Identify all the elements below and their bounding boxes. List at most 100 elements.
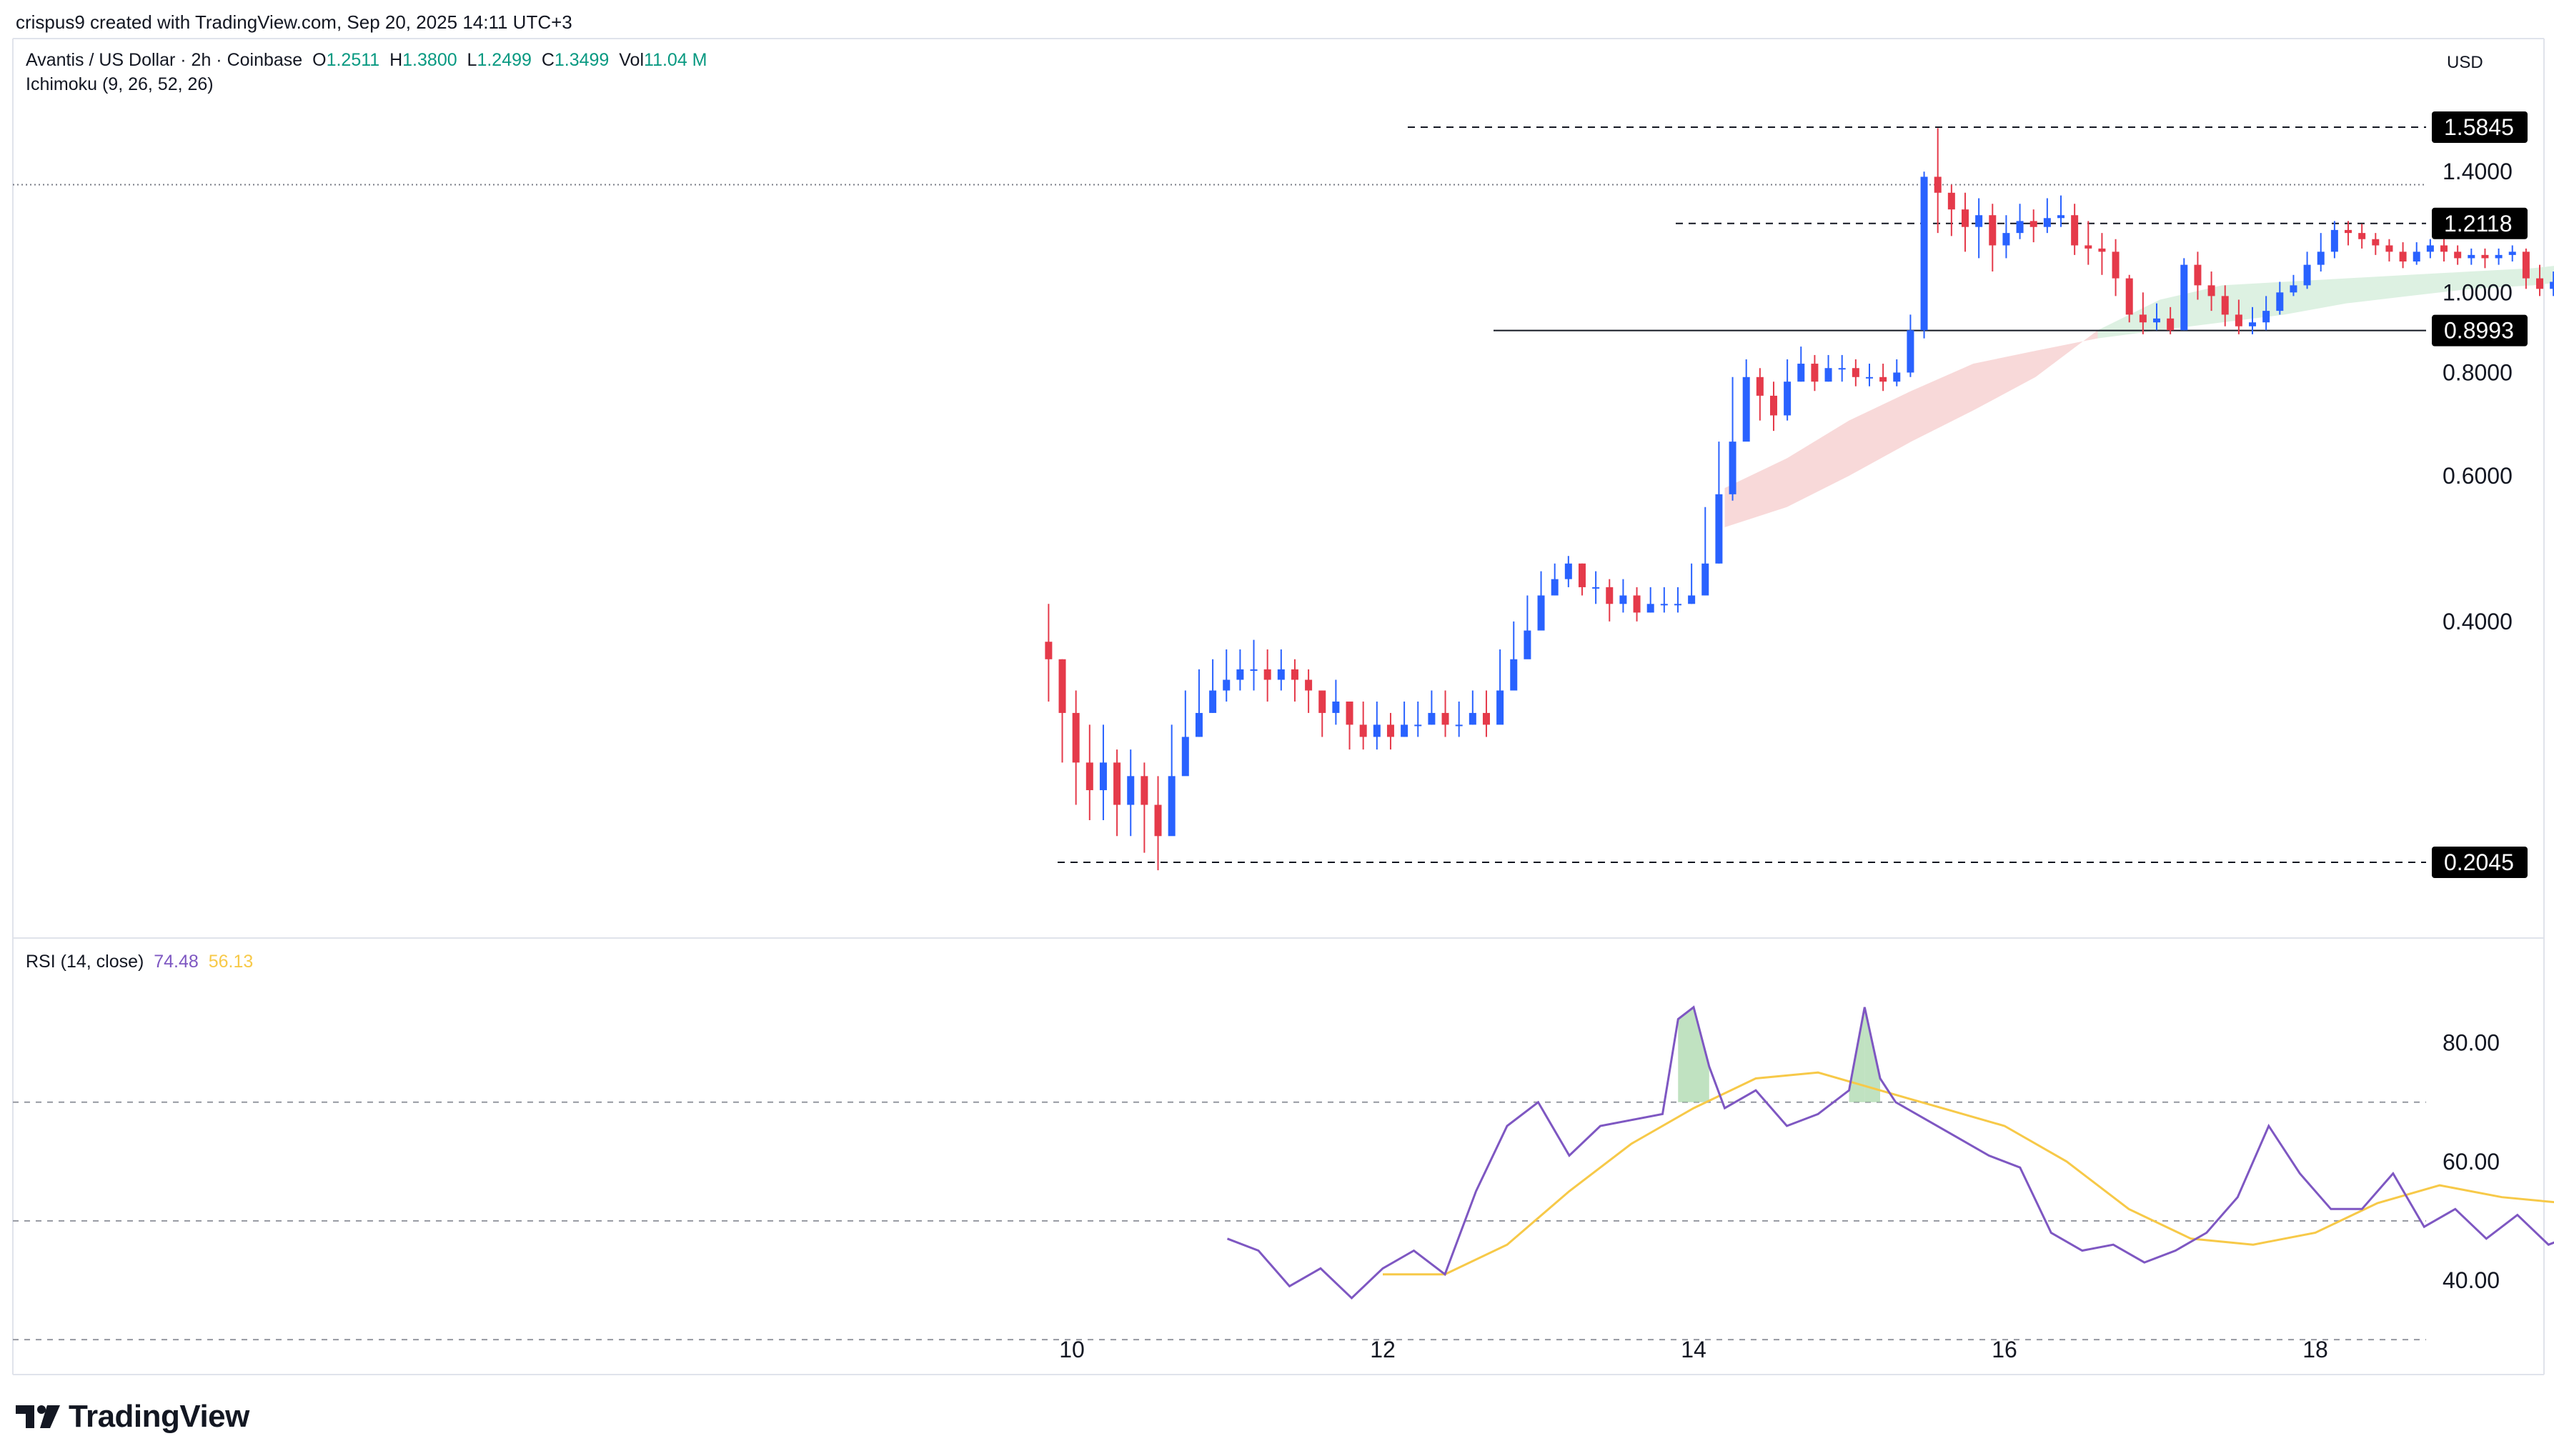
- rsi-legend[interactable]: RSI (14, close) 74.48 56.13: [26, 953, 253, 971]
- candle-body: [1401, 724, 1408, 737]
- candle-body: [1058, 659, 1066, 713]
- volume-label: Vol: [619, 50, 645, 70]
- rsi-overbought-fill: [1864, 1007, 1880, 1102]
- price-tick-label: 0.8000: [2443, 359, 2513, 385]
- price-tick-label: 1.4000: [2443, 159, 2513, 184]
- currency-label[interactable]: USD: [2447, 53, 2483, 72]
- candle-body: [1865, 377, 1873, 379]
- axes: 1.4000 1.0000 0.8000 0.6000 0.4000 1.5845 1.21…: [1059, 111, 2528, 1362]
- candle-body: [2167, 318, 2175, 331]
- candle-body: [2495, 254, 2503, 259]
- candle-body: [1551, 579, 1559, 596]
- candle-body: [1277, 669, 1285, 680]
- candle-body: [1168, 776, 1176, 837]
- candle-body: [1564, 563, 1572, 579]
- candle-body: [1742, 377, 1750, 442]
- candle-body: [2330, 229, 2338, 252]
- price-tick-label: 0.6000: [2443, 463, 2513, 489]
- candle-body: [2399, 251, 2407, 262]
- candle-body: [1414, 724, 1422, 727]
- candle-body: [1346, 701, 1353, 725]
- time-tick-label: 18: [2302, 1337, 2328, 1362]
- candle-body: [1811, 364, 1819, 382]
- rsi-label: RSI (14, close): [26, 952, 144, 972]
- candle-body: [1784, 382, 1792, 416]
- horizontal-levels[interactable]: [13, 126, 2426, 863]
- candle-body: [2262, 311, 2270, 323]
- price-level-badge: [2432, 314, 2528, 346]
- candle-body: [1305, 679, 1313, 691]
- candle-body: [2125, 278, 2133, 315]
- cloud-segment: [1724, 458, 1787, 527]
- price-level-badge-label: 1.2118: [2444, 211, 2513, 236]
- ichimoku-legend[interactable]: Ichimoku (9, 26, 52, 26): [26, 74, 214, 94]
- volume-value: 11.04 M: [644, 50, 707, 70]
- candle-body: [2426, 245, 2434, 252]
- candle-body: [1920, 176, 1928, 331]
- rsi-overbought-fill: [1678, 1007, 1694, 1102]
- candle-body: [2358, 233, 2366, 239]
- candle-body: [1318, 690, 1326, 713]
- candle-body: [1606, 587, 1614, 604]
- candle-body: [1113, 762, 1121, 805]
- candle-body: [1701, 563, 1709, 596]
- cloud-segment: [2408, 271, 2471, 296]
- candle-body: [1947, 192, 1955, 210]
- candle-body: [1510, 659, 1518, 691]
- candle-body: [1907, 330, 1914, 373]
- tradingview-logo[interactable]: TradingView: [16, 1399, 249, 1435]
- high-value: 1.3800: [402, 50, 457, 70]
- cloud-segment: [2470, 268, 2533, 289]
- candle-body: [1263, 669, 1271, 680]
- candle-body: [2249, 322, 2257, 326]
- rsi-value: 74.48: [154, 952, 199, 972]
- tradingview-logo-icon: [16, 1405, 60, 1428]
- candle-body: [1099, 762, 1107, 791]
- candle-body: [2536, 278, 2544, 289]
- candle-body: [1715, 494, 1723, 564]
- created-with-header: crispus9 created with TradingView.com, S…: [16, 11, 572, 33]
- candle-body: [2085, 245, 2092, 249]
- candle-body: [1195, 712, 1203, 737]
- cloud-segment: [1849, 391, 1912, 477]
- candle-body: [1482, 712, 1490, 725]
- cloud-segment: [2284, 278, 2347, 315]
- rsi-pane: [13, 1005, 2554, 1341]
- price-level-badge: [2432, 111, 2528, 143]
- candle-body: [1127, 776, 1135, 805]
- candle-body: [1619, 595, 1627, 604]
- candle-body: [1469, 712, 1476, 725]
- candle-body: [2468, 254, 2475, 259]
- candle-body: [1141, 776, 1148, 805]
- candle-body: [1688, 595, 1696, 604]
- candle-body: [2276, 292, 2284, 311]
- candle-body: [2508, 251, 2516, 255]
- candle-body: [1537, 595, 1545, 631]
- open-label: O: [312, 50, 327, 70]
- candle-body: [1373, 724, 1381, 737]
- candle-body: [2290, 285, 2297, 293]
- candle-body: [2112, 251, 2120, 279]
- candle-body: [1085, 762, 1093, 791]
- candle-body: [1975, 215, 1983, 227]
- rsi-ma-value: 56.13: [208, 952, 254, 972]
- cloud-segment: [1973, 350, 2036, 411]
- candle-body: [2071, 215, 2079, 246]
- rsi-ma-line: [1383, 1071, 2554, 1276]
- candle-body: [2440, 245, 2448, 252]
- price-level-badge-label: 0.2045: [2444, 849, 2514, 875]
- candle-body: [1633, 595, 1641, 613]
- candlestick-series: [1045, 128, 2554, 871]
- candle-body: [1236, 669, 1244, 680]
- candle-body: [1291, 669, 1298, 680]
- symbol-legend[interactable]: Avantis / US Dollar · 2h · Coinbase O1.2…: [26, 51, 707, 69]
- candle-body: [1386, 724, 1394, 737]
- candle-body: [2098, 248, 2106, 252]
- low-label: L: [467, 50, 477, 70]
- high-label: H: [389, 50, 403, 70]
- rsi-tick-label: 40.00: [2443, 1267, 2500, 1293]
- candle-body: [2522, 251, 2530, 279]
- open-value: 1.2511: [326, 50, 380, 70]
